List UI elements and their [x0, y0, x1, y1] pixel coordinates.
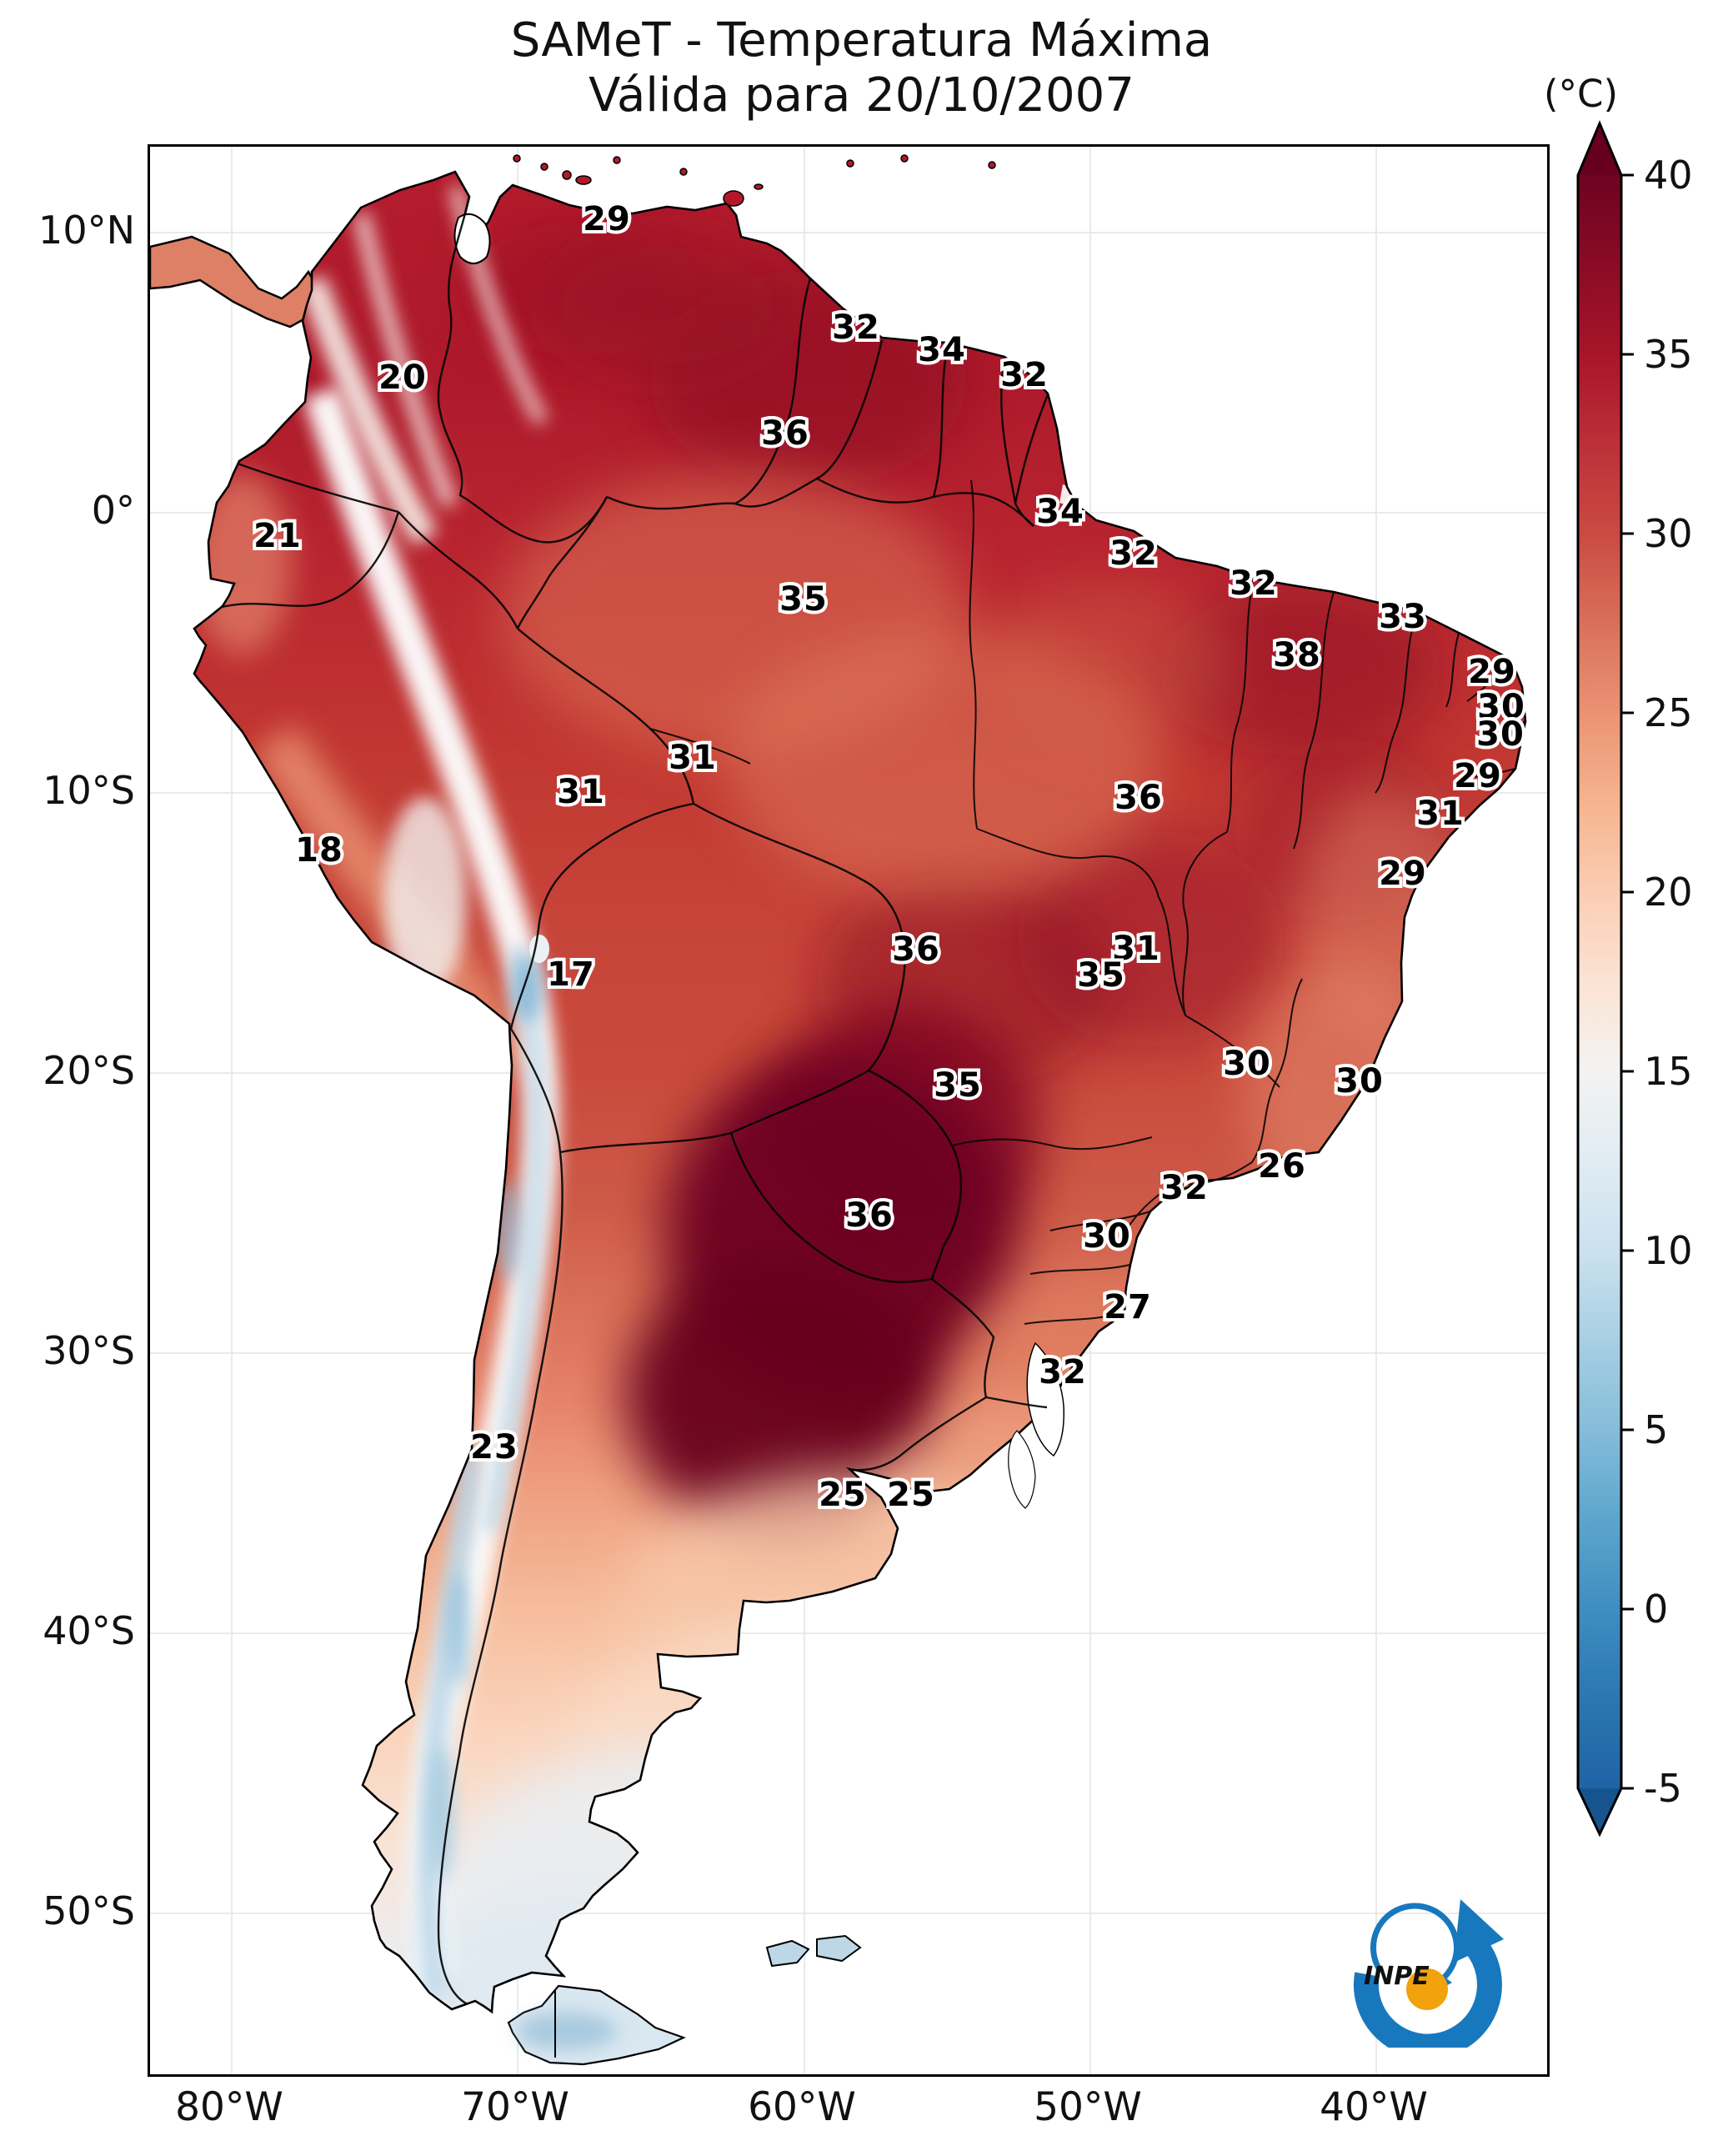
temp-label: 21: [250, 514, 304, 559]
temp-label: 29: [1375, 851, 1430, 896]
temp-label: 29: [1465, 649, 1519, 694]
temp-label: 30: [1473, 712, 1527, 757]
temp-label: 32: [1157, 1166, 1211, 1211]
chart-subtitle: Válida para 20/10/2007: [589, 68, 1134, 123]
inpe-logo: INPE: [1353, 1899, 1504, 2048]
temp-label: 29: [579, 197, 634, 242]
temp-label: 34: [1033, 489, 1087, 534]
lon-tick-label: 80°W: [175, 2084, 283, 2130]
temp-label: 27: [1100, 1285, 1155, 1330]
temp-label: 35: [1074, 953, 1128, 998]
chart-title: SAMeT - Temperatura Máxima: [510, 13, 1213, 68]
colorbar-top-arrow: [1578, 123, 1621, 175]
lagoa-mirim: [1008, 1430, 1036, 1509]
temp-label: 31: [1109, 926, 1163, 971]
temp-label: 36: [758, 411, 812, 456]
inpe-logo-inner-swirl: [1370, 1903, 1460, 1982]
lon-tick-label: 60°W: [748, 2084, 856, 2130]
tierra-del-fuego: [507, 1984, 686, 2066]
inpe-logo-orange-dot: [1406, 1968, 1448, 2010]
lat-tick-label: 0°: [91, 488, 135, 533]
colorbar-tick-label: 5: [1644, 1407, 1669, 1452]
temp-label: 30: [1474, 684, 1528, 730]
temp-label: 33: [1375, 594, 1430, 639]
temp-label: 36: [1111, 775, 1165, 820]
lon-tick-label: 70°W: [461, 2084, 569, 2130]
colorbar-tick-label: 35: [1644, 332, 1693, 377]
temp-label: 32: [1106, 531, 1160, 576]
brazil-state-borders: [649, 479, 1526, 1325]
temp-label: 18: [292, 828, 346, 873]
lon-tick-label: 40°W: [1320, 2084, 1428, 2130]
temp-label: 30: [1332, 1059, 1386, 1104]
colorbar-tick-label: 30: [1644, 511, 1693, 556]
lat-tick-label: 10°S: [43, 768, 135, 813]
temp-label: 31: [553, 770, 608, 815]
temp-label: 35: [930, 1063, 984, 1108]
inpe-logo-swoosh: [1353, 1939, 1502, 2048]
temp-label: 17: [543, 952, 598, 997]
inpe-logo-arrowhead: [1454, 1899, 1504, 1963]
temp-label: 23: [467, 1425, 521, 1470]
temp-label: 38: [1270, 633, 1324, 678]
temp-label: 36: [889, 927, 943, 972]
falkland-islands: [765, 1934, 862, 1968]
lat-tick-label: 10°N: [38, 208, 135, 253]
lat-tick-label: 40°S: [43, 1608, 135, 1653]
temp-label: 29: [1450, 754, 1505, 799]
lat-tick-label: 20°S: [43, 1048, 135, 1093]
lagoa-dos-patos: [1026, 1341, 1064, 1457]
temp-label: 30: [1079, 1214, 1134, 1259]
temp-label: 20: [375, 355, 429, 400]
temp-label: 25: [884, 1472, 938, 1517]
colorbar-tick-label: 15: [1644, 1049, 1693, 1094]
temperature-field: [194, 172, 1525, 2012]
map-plot-area: 29 32 34 32 36 20 21 34 32 32 35 33 38 29 30 30 31 29 31 31…: [148, 144, 1550, 2077]
colorbar-tick-marks: [1621, 173, 1634, 1790]
temp-label: 32: [1035, 1350, 1089, 1395]
colorbar: [1576, 120, 1634, 1838]
colorbar-tick-label: 10: [1644, 1228, 1693, 1273]
temp-label: 30: [1220, 1041, 1274, 1086]
temp-label: 25: [815, 1472, 869, 1517]
colorbar-tick-label: 25: [1644, 690, 1693, 735]
temp-label: 35: [776, 577, 830, 622]
lat-tick-label: 50°S: [43, 1888, 135, 1933]
lat-tick-label: 30°S: [43, 1328, 135, 1373]
colorbar-gradient: [1578, 175, 1621, 1788]
lake-maracaibo: [453, 213, 491, 264]
colorbar-tick-label: -5: [1644, 1766, 1682, 1811]
lon-tick-label: 50°W: [1034, 2084, 1142, 2130]
colorbar-tick-label: 0: [1644, 1587, 1669, 1632]
temp-label: 34: [914, 328, 969, 373]
temp-label: 32: [1226, 561, 1280, 606]
inpe-logo-text: INPE: [1364, 1962, 1430, 1991]
colorbar-tick-label: 20: [1644, 870, 1693, 915]
islands: [513, 154, 996, 207]
temp-label: 32: [829, 305, 883, 350]
south-america-temperature-map: [150, 147, 1547, 2074]
colorbar-tick-label: 40: [1644, 153, 1693, 198]
colorbar-unit-label: (°C): [1544, 72, 1619, 116]
temp-label: 26: [1255, 1144, 1309, 1189]
country-borders: [221, 196, 1049, 2006]
temp-label: 31: [1413, 791, 1467, 836]
temp-label: 32: [997, 353, 1051, 398]
temp-label: 36: [842, 1193, 896, 1238]
lakes: [453, 213, 1064, 1509]
colorbar-bottom-arrow: [1578, 1788, 1621, 1834]
panama-landstrip: [150, 235, 318, 328]
temp-label: 31: [665, 735, 719, 780]
